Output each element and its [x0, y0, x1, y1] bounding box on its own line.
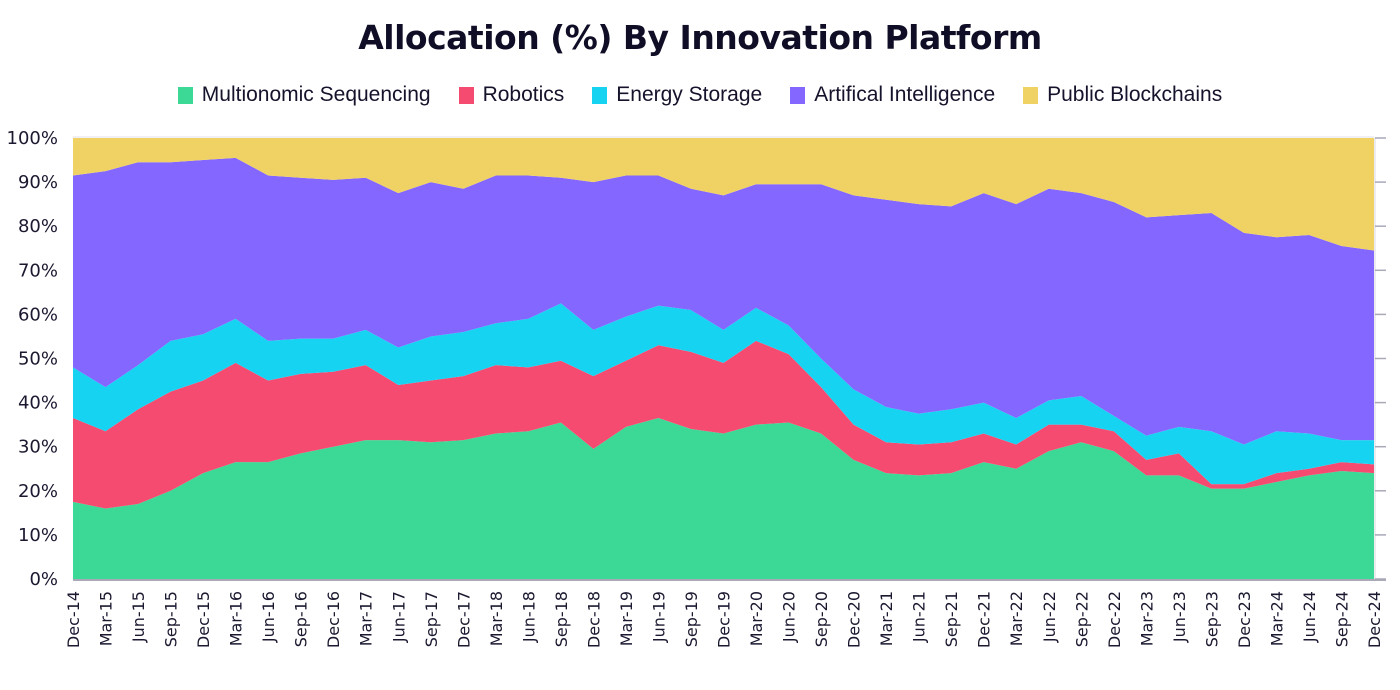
x-tick-label: Jun-20	[780, 591, 799, 643]
x-tick-label: Dec-22	[1105, 591, 1124, 648]
x-tick-label: Dec-15	[194, 591, 213, 648]
legend-item: Multionomic Sequencing	[177, 83, 431, 107]
legend-swatch	[592, 86, 608, 104]
x-tick-label: Dec-14	[64, 591, 83, 648]
legend-item: Robotics	[458, 83, 565, 107]
legend-swatch	[1023, 86, 1039, 104]
x-tick-label: Dec-20	[845, 591, 864, 648]
legend-swatch	[177, 86, 193, 104]
x-tick-label: Jun-24	[1300, 591, 1319, 643]
x-tick-label: Dec-21	[975, 591, 994, 648]
x-tick-label: Sep-23	[1202, 591, 1221, 647]
x-tick-label: Jun-17	[389, 591, 408, 643]
legend-item: Artifical Intelligence	[790, 83, 995, 107]
legend-item: Energy Storage	[592, 83, 762, 107]
chart-legend: Multionomic Sequencing Robotics Energy Sto…	[0, 83, 1400, 107]
x-tick-label: Sep-15	[162, 591, 181, 647]
x-tick-label: Sep-20	[812, 591, 831, 647]
y-tick-label: 100%	[7, 128, 58, 149]
legend-label: Public Blockchains	[1047, 83, 1223, 106]
x-tick-label: Jun-23	[1170, 591, 1189, 643]
x-tick-label: Sep-18	[552, 591, 571, 647]
x-tick-label: Jun-15	[129, 591, 148, 643]
legend-label: Multionomic Sequencing	[201, 83, 431, 106]
x-tick-label: Sep-21	[942, 591, 961, 647]
x-tick-label: Sep-22	[1072, 591, 1091, 647]
x-tick-label: Jun-21	[910, 591, 929, 643]
area-series	[73, 418, 1374, 579]
x-tick-label: Mar-19	[617, 591, 636, 646]
y-tick-label: 30%	[18, 437, 58, 458]
x-tick-label: Dec-24	[1365, 591, 1384, 648]
x-tick-label: Mar-23	[1137, 591, 1156, 646]
area-layers	[73, 138, 1374, 579]
x-tick-label: Mar-17	[357, 591, 376, 646]
y-tick-label: 0%	[29, 569, 58, 590]
area-series	[73, 303, 1374, 485]
y-tick-label: 60%	[18, 304, 58, 325]
x-tick-label: Jun-16	[259, 591, 278, 643]
x-tick-label: Dec-23	[1235, 591, 1254, 648]
chart-title: Allocation (%) By Innovation Platform	[358, 18, 1042, 57]
legend-label: Artifical Intelligence	[814, 83, 996, 106]
x-tick-label: Mar-24	[1267, 591, 1286, 646]
x-tick-label: Jun-18	[519, 591, 538, 643]
legend-swatch	[458, 86, 474, 104]
x-tick-label: Mar-21	[877, 591, 896, 646]
y-tick-label: 10%	[18, 525, 58, 546]
x-tick-label: Mar-22	[1007, 591, 1026, 646]
x-tick-label: Dec-19	[715, 591, 734, 648]
y-axis-ticks: 0% 10% 20% 30% 40% 50% 60% 70% 80% 90% 100%	[7, 128, 1386, 590]
x-tick-label: Dec-18	[584, 591, 603, 648]
x-tick-label: Dec-16	[324, 591, 343, 648]
x-tick-label: Mar-15	[97, 591, 116, 646]
area-series	[73, 138, 1374, 251]
area-series	[73, 157, 1374, 445]
x-tick-label: Dec-17	[454, 591, 473, 648]
x-tick-label: Sep-16	[292, 591, 311, 647]
x-tick-label: Jun-19	[649, 591, 668, 643]
legend-item: Public Blockchains	[1023, 83, 1222, 107]
x-tick-label: Sep-19	[682, 591, 701, 647]
x-tick-label: Mar-18	[487, 591, 506, 646]
y-tick-label: 40%	[18, 393, 58, 414]
x-tick-label: Sep-24	[1332, 591, 1351, 647]
legend-label: Robotics	[482, 83, 565, 106]
y-tick-label: 20%	[18, 481, 58, 502]
x-tick-label: Jun-22	[1040, 591, 1059, 643]
y-tick-label: 50%	[18, 349, 58, 370]
x-tick-label: Mar-20	[747, 591, 766, 646]
area-series	[73, 340, 1374, 509]
legend-label: Energy Storage	[616, 83, 763, 106]
y-tick-label: 90%	[18, 172, 58, 193]
y-tick-label: 70%	[18, 260, 58, 281]
x-tick-label: Sep-17	[422, 591, 441, 647]
x-tick-label: Mar-16	[227, 591, 246, 646]
y-tick-label: 80%	[18, 216, 58, 237]
x-axis-ticks: Dec-14 Mar-15 Jun-15 Sep-15 Dec-15 Mar-16 Jun-…	[64, 591, 1384, 648]
legend-swatch	[790, 86, 806, 104]
